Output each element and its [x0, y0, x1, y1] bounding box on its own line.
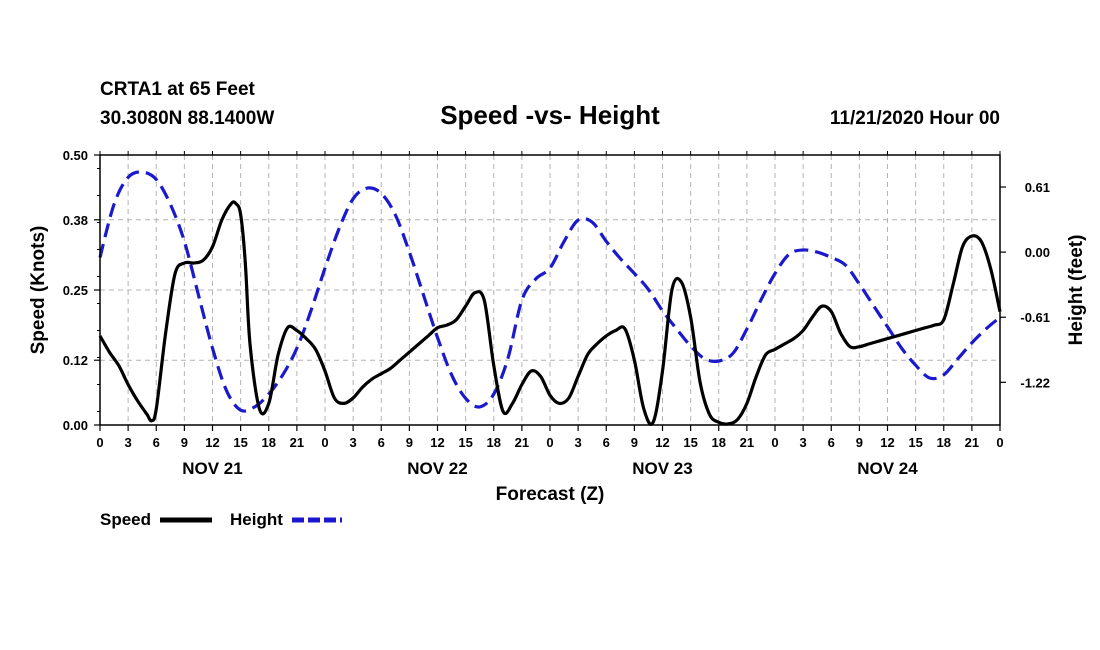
- x-tick-label: 12: [205, 435, 219, 450]
- legend-label-speed: Speed: [100, 510, 151, 529]
- y-left-tick-label: 0.25: [63, 283, 88, 298]
- x-axis-title: Forecast (Z): [496, 484, 605, 505]
- date-label: NOV 24: [857, 459, 918, 478]
- legend-label-height: Height: [230, 510, 283, 529]
- x-tick-label: 9: [856, 435, 863, 450]
- x-tick-label: 18: [712, 435, 726, 450]
- x-tick-label: 12: [655, 435, 669, 450]
- date-label: NOV 23: [632, 459, 692, 478]
- y-left-tick-label: 0.38: [63, 213, 88, 228]
- y-left-tick-label: 0.50: [63, 148, 88, 163]
- x-tick-label: 0: [546, 435, 553, 450]
- chart-title: Speed -vs- Height: [440, 100, 660, 130]
- y-axis-right-title: Height (feet): [1066, 235, 1087, 346]
- x-tick-label: 12: [880, 435, 894, 450]
- y-right-tick-label: -0.61: [1020, 310, 1050, 325]
- x-tick-label: 0: [771, 435, 778, 450]
- x-tick-label: 6: [828, 435, 835, 450]
- station-label: CRTA1 at 65 Feet: [100, 79, 256, 100]
- coords-label: 30.3080N 88.1400W: [100, 108, 274, 129]
- x-tick-label: 21: [515, 435, 529, 450]
- x-tick-label: 21: [290, 435, 304, 450]
- x-tick-label: 6: [153, 435, 160, 450]
- x-tick-label: 15: [908, 435, 922, 450]
- grid-lines: [100, 155, 1000, 425]
- x-tick-label: 3: [575, 435, 582, 450]
- date-label: NOV 21: [182, 459, 242, 478]
- y-axis-left-title: Speed (Knots): [28, 226, 49, 355]
- x-tick-label: 21: [740, 435, 754, 450]
- date-label: NOV 22: [407, 459, 467, 478]
- x-tick-label: 9: [406, 435, 413, 450]
- x-tick-label: 0: [996, 435, 1003, 450]
- y-right-tick-label: -1.22: [1020, 375, 1050, 390]
- x-tick-label: 0: [321, 435, 328, 450]
- axis-tick-labels: 0 3 6 9 12 15 18 21 0 3 6 9 12 15 18 21 0 3 6 9 12 15 18 21 0 3 6 9…: [63, 148, 1050, 478]
- x-tick-label: 9: [181, 435, 188, 450]
- y-right-tick-label: 0.61: [1025, 180, 1050, 195]
- x-tick-label: 18: [937, 435, 951, 450]
- x-tick-label: 15: [458, 435, 472, 450]
- plot-frame: [99, 154, 1001, 426]
- y-right-tick-label: 0.00: [1025, 245, 1050, 260]
- issue-time-label: 11/21/2020 Hour 00: [830, 108, 1000, 129]
- x-tick-label: 18: [262, 435, 276, 450]
- x-tick-label: 6: [378, 435, 385, 450]
- x-tick-label: 12: [430, 435, 444, 450]
- x-tick-label: 6: [603, 435, 610, 450]
- x-tick-label: 3: [800, 435, 807, 450]
- x-tick-label: 0: [96, 435, 103, 450]
- y-left-tick-label: 0.00: [63, 418, 88, 433]
- x-tick-label: 15: [683, 435, 697, 450]
- x-tick-label: 3: [350, 435, 357, 450]
- x-tick-label: 18: [487, 435, 501, 450]
- y-left-tick-label: 0.12: [63, 353, 88, 368]
- data-series: [98, 170, 1002, 426]
- series-line-speed: [98, 200, 1002, 426]
- x-tick-label: 21: [965, 435, 979, 450]
- x-tick-label: 9: [631, 435, 638, 450]
- x-tick-label: 3: [125, 435, 132, 450]
- x-tick-label: 15: [233, 435, 247, 450]
- legend: Speed Height: [100, 510, 342, 529]
